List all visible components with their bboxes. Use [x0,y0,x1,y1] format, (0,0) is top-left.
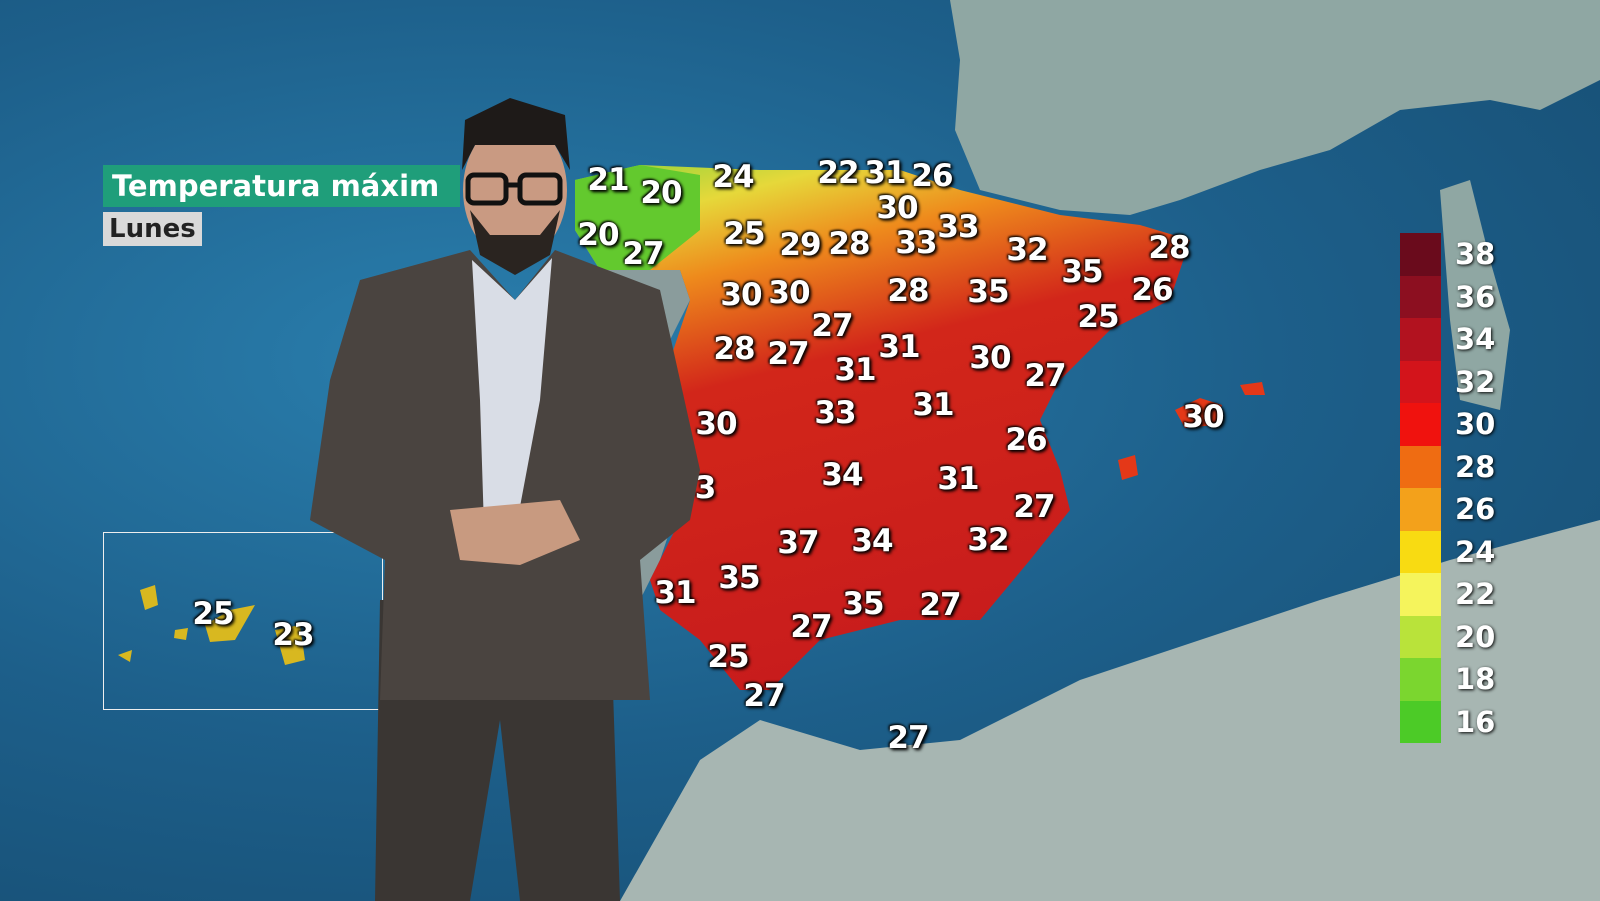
legend-swatch: 30 [1400,403,1495,446]
temperature-label: 26 [1005,422,1047,458]
temperature-label: 32 [967,522,1009,558]
temperature-label: 31 [912,387,954,423]
day-label: Lunes [103,212,202,246]
temperature-label: 33 [895,225,937,261]
temperature-label: 30 [695,406,737,442]
temperature-label: 29 [779,227,821,263]
temperature-label: 28 [887,273,929,309]
canary-islands [118,585,305,665]
temperature-label: 26 [911,158,953,194]
temperature-label: 30 [969,340,1011,376]
legend-value: 28 [1455,449,1496,484]
temperature-label: 35 [842,586,884,622]
temperature-label: 27 [1024,358,1066,394]
legend-swatch: 20 [1400,615,1495,658]
legend-swatch: 38 [1400,233,1495,276]
legend-swatch: 24 [1400,530,1495,573]
temperature-label: 20 [577,217,619,253]
legend-value: 16 [1455,704,1496,739]
temperature-label: 31 [654,575,696,611]
legend-value: 32 [1455,364,1496,399]
legend-value: 20 [1455,619,1496,654]
temperature-label: 34 [821,457,863,493]
legend-value: 34 [1455,322,1496,357]
temperature-label: 31 [864,155,906,191]
temperature-label: 25 [723,216,765,252]
temperature-label: 27 [622,236,664,272]
balearic-islands [1118,382,1265,480]
temperature-label: 27 [887,720,929,756]
legend-value: 24 [1455,534,1496,569]
presenter-head [463,120,567,260]
temperature-label: 25 [192,596,234,632]
temperature-label: 27 [767,336,809,372]
presenter-shirt [472,258,552,560]
temperature-label: 34 [851,523,893,559]
legend-swatch: 22 [1400,573,1495,616]
legend-value: 30 [1455,407,1496,442]
legend-swatch: 36 [1400,275,1495,318]
italy-sardinia-land [1440,180,1510,410]
temperature-label: 22 [817,155,859,191]
temperature-legend: 38 36 34 32 30 28 26 24 22 20 18 16 [1400,233,1495,743]
temperature-label: 33 [814,395,856,431]
legend-swatch: 26 [1400,488,1495,531]
legend-value: 36 [1455,279,1496,314]
temperature-label: 31 [834,352,876,388]
temperature-label: 28 [828,226,870,262]
temperature-label: 32 [1006,232,1048,268]
legend-value: 38 [1455,237,1496,272]
temperature-label: 31 [937,461,979,497]
temperature-label: 28 [1148,230,1190,266]
temperature-label: 30 [768,275,810,311]
galicia-green [575,165,700,270]
temperature-label: 35 [1061,254,1103,290]
presenter-hair [462,98,570,170]
temperature-label: 35 [718,560,760,596]
temperature-label: 23 [272,617,314,653]
legend-swatch: 16 [1400,700,1495,743]
temperature-label: 27 [790,609,832,645]
temperature-label: 24 [712,159,754,195]
temperature-label: 30 [1182,399,1224,435]
temperature-label: 26 [1131,272,1173,308]
legend-value: 18 [1455,662,1496,697]
legend-value: 26 [1455,492,1496,527]
france-land [950,0,1600,215]
temperature-label: 37 [777,525,819,561]
temperature-label: 30 [876,190,918,226]
temperature-label: 33 [937,209,979,245]
legend-swatch: 18 [1400,658,1495,701]
presenter-hands [450,500,580,565]
temperature-label: 27 [1013,489,1055,525]
temperature-label: 27 [811,308,853,344]
temperature-label: 35 [967,274,1009,310]
temperature-label: 27 [919,587,961,623]
temperature-label: 28 [713,331,755,367]
temperature-label: 27 [743,678,785,714]
legend-swatch: 32 [1400,360,1495,403]
africa-land [620,520,1600,901]
temperature-label: 25 [707,639,749,675]
legend-swatch: 34 [1400,318,1495,361]
temperature-label: 21 [587,162,629,198]
temperature-label: 20 [640,175,682,211]
presenter-beard [470,210,560,275]
temperature-label: 31 [878,329,920,365]
temperature-label: 25 [1077,299,1119,335]
legend-swatch: 28 [1400,445,1495,488]
temperature-label: 30 [720,277,762,313]
glasses-icon [465,172,563,206]
legend-value: 22 [1455,577,1496,612]
spain-land [575,165,1190,690]
temperature-label: 3 [694,470,717,506]
map-title: Temperatura máxim [103,165,460,207]
